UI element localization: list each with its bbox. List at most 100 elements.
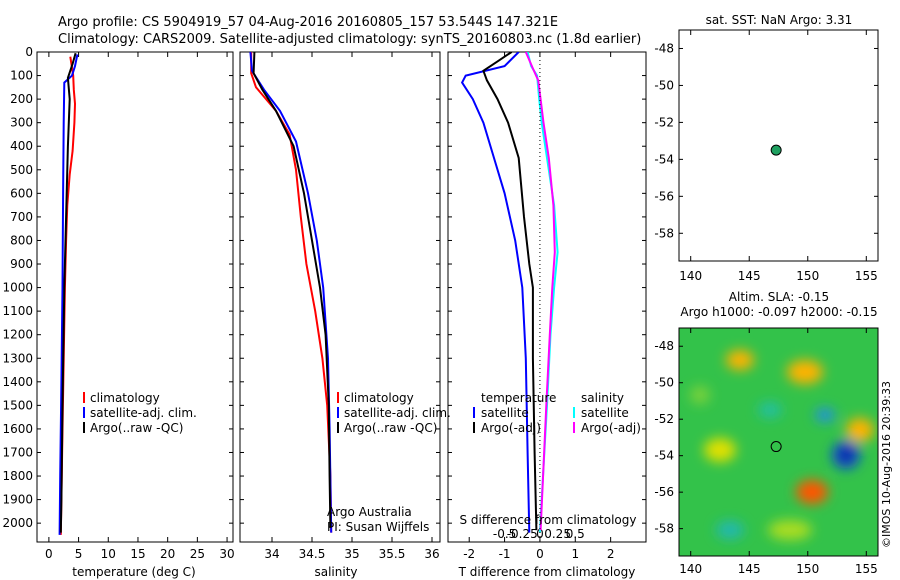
depth-ytick-label: 1200 [2, 328, 33, 342]
sla-anomaly-positive [768, 520, 812, 540]
temperature-axis-label: temperature (deg C) [72, 565, 195, 579]
sla-title-line2: Argo h1000: -0.097 h2000: -0.15 [680, 305, 877, 319]
sla-lat-tick-label: -58 [654, 522, 674, 536]
sla-anomaly-negative [758, 402, 782, 418]
map-lon-xtick-label: 155 [855, 269, 878, 283]
sla-lat-tick-label: -56 [654, 485, 674, 499]
legend-label-argo-temp: Argo(-adj) [481, 421, 541, 435]
argo-location-point [770, 144, 782, 156]
depth-ytick-label: 300 [10, 116, 33, 130]
depth-ytick-label: 1000 [2, 281, 33, 295]
t-difference-xtick-label: 0 [536, 547, 544, 561]
sla-lat-tick-label: -54 [654, 449, 674, 463]
temperature-xtick-label: 0 [45, 547, 53, 561]
depth-ytick-label: 100 [10, 69, 33, 83]
depth-ytick-label: 1800 [2, 469, 33, 483]
sla-anomaly-positive [796, 480, 828, 504]
depth-ytick-label: 1600 [2, 422, 33, 436]
sla-heatmap [679, 328, 878, 556]
t-difference-xtick-label: -1 [499, 547, 511, 561]
sla-anomaly-positive [787, 360, 823, 384]
series-line-climatology [250, 52, 333, 533]
header-line2: Climatology: CARS2009. Satellite-adjuste… [58, 32, 641, 47]
salinity-legend: climatology satellite-adj. clim. Argo(..… [337, 391, 451, 435]
salinity-plot-frame [239, 51, 441, 543]
t-difference-xtick-label: 2 [607, 547, 615, 561]
depth-ytick-label: 500 [10, 163, 33, 177]
sla-lon-xtick-label: 155 [855, 562, 878, 576]
map-title: sat. SST: NaN Argo: 3.31 [706, 13, 853, 27]
legend-label-satellite-sal: satellite [581, 406, 629, 420]
footnote-pi: PI: Susan Wijffels [327, 520, 429, 534]
s-difference-tick-label: 0.25 [544, 527, 571, 541]
map-lat-tick-label: -54 [654, 152, 674, 166]
map-lat-tick-label: -48 [654, 41, 674, 55]
temperature-xtick-label: 25 [190, 547, 205, 561]
depth-ytick-label: 800 [10, 233, 33, 247]
depth-ytick-label: 1900 [2, 493, 33, 507]
sla-anomaly-positive [690, 386, 710, 404]
sla-anomaly-negative [716, 521, 744, 539]
t-difference-xtick-label: 1 [571, 547, 579, 561]
depth-ytick-label: 700 [10, 210, 33, 224]
depth-ytick-label: 0 [25, 45, 33, 59]
sla-anomaly-positive [704, 438, 736, 462]
temperature-xtick-label: 10 [101, 547, 116, 561]
s-difference-label: S difference from climatology [460, 513, 637, 527]
t-difference-axis-label: T difference from climatology [458, 565, 636, 579]
sla-anomaly-positive [846, 418, 874, 442]
s-difference-tick-label: 0.5 [566, 527, 585, 541]
map-lon-xtick-label: 145 [738, 269, 761, 283]
imos-timestamp: ©IMOS 10-Aug-2016 20:39:33 [880, 381, 893, 548]
salinity-xtick-label: 34.5 [299, 547, 326, 561]
sla-map-frame [678, 327, 879, 557]
sla-lon-xtick-label: 145 [738, 562, 761, 576]
header-line1: Argo profile: CS 5904919_57 04-Aug-2016 … [58, 15, 558, 30]
s-difference-tick-label: -0.5 [493, 527, 516, 541]
depth-ytick-label: 1100 [2, 304, 33, 318]
legend-label-argo: Argo(..raw -QC) [344, 421, 437, 435]
temperature-xtick-label: 5 [75, 547, 83, 561]
map-lat-tick-label: -58 [654, 226, 674, 240]
t-difference-xtick-label: -2 [463, 547, 475, 561]
series-line-argo-raw-qc [252, 52, 332, 528]
map-lon-xtick-label: 140 [679, 269, 702, 283]
sla-lat-tick-label: -52 [654, 412, 674, 426]
map-lat-tick-label: -56 [654, 189, 674, 203]
depth-ytick-label: 2000 [2, 516, 33, 530]
depth-ytick-label: 1500 [2, 398, 33, 412]
sla-lat-tick-label: -50 [654, 376, 674, 390]
legend-title-salinity: salinity [581, 391, 624, 405]
sla-anomaly-positive [726, 350, 754, 370]
legend-label-satellite-temp: satellite [481, 406, 529, 420]
difference-legend: temperature satellite Argo(-adj) salinit… [473, 391, 641, 435]
depth-ytick-label: 400 [10, 139, 33, 153]
salinity-xtick-label: 35 [344, 547, 359, 561]
sla-lat-tick-label: -48 [654, 339, 674, 353]
sla-lon-xtick-label: 150 [796, 562, 819, 576]
temperature-plot-frame [36, 51, 234, 543]
s-difference-tick-label: -0.25 [507, 527, 538, 541]
series-line-argo-adj [524, 52, 556, 531]
legend-label-climatology: climatology [344, 391, 414, 405]
s-difference-tick-label: 0 [536, 527, 544, 541]
legend-label-satellite: satellite-adj. clim. [90, 406, 197, 420]
temperature-legend: climatology satellite-adj. clim. Argo(..… [83, 391, 197, 435]
depth-ytick-label: 600 [10, 186, 33, 200]
footnote-argo-australia: Argo Australia [327, 505, 412, 519]
series-line-argo-raw-qc [59, 52, 77, 533]
series-line-argo-adj [482, 52, 538, 531]
legend-label-climatology: climatology [90, 391, 160, 405]
depth-ytick-label: 900 [10, 257, 33, 271]
depth-ytick-label: 1300 [2, 351, 33, 365]
sla-lon-xtick-label: 140 [679, 562, 702, 576]
sla-argo-location-marker [770, 441, 782, 453]
legend-title-temperature: temperature [481, 391, 556, 405]
sla-anomaly-negative [815, 408, 835, 422]
sla-title-line1: Altim. SLA: -0.15 [729, 290, 829, 304]
temperature-xtick-label: 30 [219, 547, 234, 561]
legend-label-argo: Argo(..raw -QC) [90, 421, 183, 435]
depth-ytick-label: 1400 [2, 375, 33, 389]
temperature-xtick-label: 20 [160, 547, 175, 561]
